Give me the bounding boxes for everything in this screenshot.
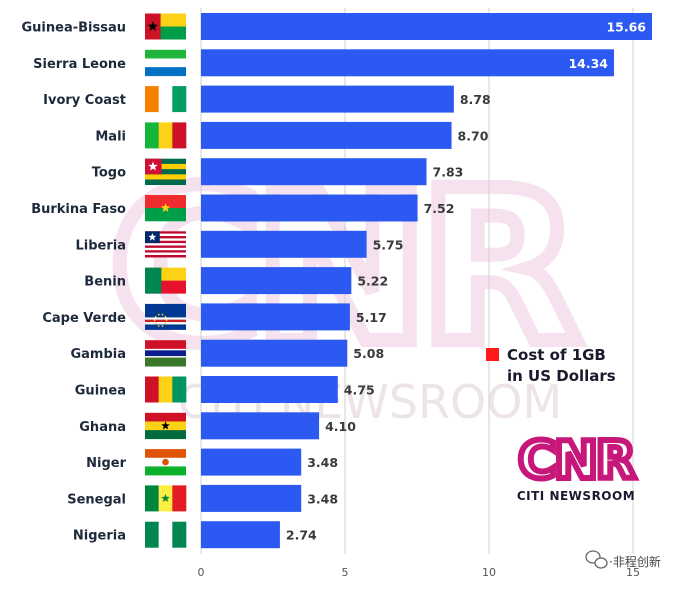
wechat-icon [585, 550, 608, 569]
category-label: Senegal [67, 492, 126, 507]
flag-guinea-bissau-icon [145, 13, 186, 40]
value-label: 8.78 [460, 92, 491, 107]
bar-cape-verde [201, 303, 350, 331]
citi-newsroom-logo: CNR CITI NEWSROOM [515, 428, 640, 503]
flags [145, 13, 187, 548]
bar-mali [201, 121, 452, 149]
value-label: 3.48 [307, 491, 338, 506]
source-text: ·非程创新 [609, 554, 661, 569]
x-tick-label: 15 [626, 566, 640, 579]
logo-text: CITI NEWSROOM [517, 489, 635, 503]
value-label: 5.08 [353, 346, 384, 361]
flag-mali-icon [145, 122, 187, 149]
x-tick-label: 5 [342, 566, 349, 579]
flag-cape-verde-icon [145, 303, 186, 330]
flag-benin-icon [145, 267, 186, 294]
value-labels: 15.66 14.34 8.78 8.70 7.83 7.52 5.75 5.22 5.17 5.… [286, 20, 646, 543]
category-label: Burkina Faso [31, 202, 126, 217]
x-tick-label: 0 [198, 566, 205, 579]
bar-togo [201, 158, 427, 186]
flag-sierra-leone-icon [145, 49, 186, 77]
flag-niger-icon [145, 449, 186, 476]
flag-nigeria-icon [145, 521, 187, 548]
bar-liberia [201, 230, 367, 258]
x-tick-label: 10 [482, 566, 496, 579]
flag-ghana-icon [145, 412, 186, 440]
bar-benin [201, 267, 352, 295]
flag-gambia-icon [145, 340, 186, 367]
category-label: Guinea [75, 384, 126, 399]
legend-label-line1: Cost of 1GB [507, 346, 606, 364]
flag-senegal-icon [145, 485, 187, 512]
category-label: Guinea-Bissau [22, 21, 127, 36]
value-label: 3.48 [307, 455, 338, 470]
value-label: 7.52 [424, 201, 455, 216]
category-label: Mali [95, 129, 126, 144]
bars [201, 13, 653, 549]
logo-mark: CNR [518, 431, 635, 491]
value-label: 5.17 [356, 310, 387, 325]
bar-guinea-bissau [201, 13, 653, 40]
x-axis: 0 5 10 15 [198, 566, 641, 579]
value-label: 5.75 [373, 237, 404, 252]
value-label: 2.74 [286, 528, 317, 543]
category-label: Liberia [75, 238, 126, 253]
category-labels: Guinea-Bissau Sierra Leone Ivory Coast Mali… [22, 21, 127, 544]
category-label: Niger [86, 456, 126, 471]
value-label: 8.70 [458, 128, 489, 143]
value-label: 4.75 [344, 383, 375, 398]
bar-gambia [201, 339, 348, 367]
bar-senegal [201, 484, 302, 512]
bar-niger [201, 448, 302, 476]
flag-liberia-icon [145, 231, 186, 258]
legend: Cost of 1GB in US Dollars [486, 346, 616, 385]
flag-togo-icon [145, 158, 186, 185]
value-label: 7.83 [433, 165, 464, 180]
legend-swatch [486, 348, 499, 361]
category-label: Benin [84, 275, 126, 290]
flag-ivory-coast-icon [145, 86, 187, 113]
value-label: 4.10 [325, 419, 356, 434]
category-label: Ivory Coast [43, 93, 126, 108]
flag-burkina-faso-icon [145, 195, 186, 222]
category-label: Nigeria [73, 529, 126, 544]
category-label: Gambia [70, 347, 126, 362]
bar-ghana [201, 412, 320, 440]
legend-label-line2: in US Dollars [507, 367, 616, 385]
value-label: 14.34 [568, 56, 608, 71]
category-label: Sierra Leone [33, 57, 126, 72]
flag-guinea-icon [145, 376, 187, 403]
bar-burkina-faso [201, 194, 418, 222]
category-label: Togo [92, 166, 126, 181]
bar-ivory-coast [201, 85, 454, 113]
category-label: Cape Verde [42, 311, 126, 326]
bar-guinea [201, 376, 338, 403]
value-label: 15.66 [606, 20, 646, 35]
value-label: 5.22 [357, 274, 388, 289]
category-label: Ghana [79, 420, 126, 435]
bar-sierra-leone [201, 49, 614, 77]
source-tag: ·非程创新 [585, 550, 661, 569]
bar-nigeria [201, 521, 280, 549]
